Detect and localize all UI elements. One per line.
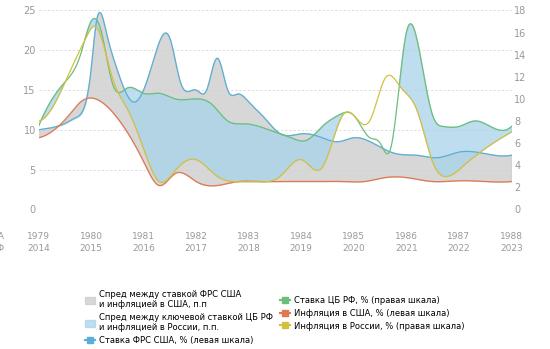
Text: 1981: 1981 (132, 232, 155, 241)
Text: 1985: 1985 (342, 232, 365, 241)
Text: 2015: 2015 (80, 244, 102, 253)
Text: РФ: РФ (0, 244, 4, 253)
Text: 1980: 1980 (80, 232, 102, 241)
Legend: Спред между ставкой ФРС США
и инфляцией в США, п.п, Спред между ключевой ставкой: Спред между ставкой ФРС США и инфляцией … (82, 287, 468, 348)
Text: 2018: 2018 (237, 244, 260, 253)
Text: 2019: 2019 (290, 244, 313, 253)
Text: 1982: 1982 (185, 232, 207, 241)
Text: США: США (0, 232, 4, 241)
Text: 1987: 1987 (448, 232, 470, 241)
Text: 2014: 2014 (27, 244, 50, 253)
Text: 2020: 2020 (343, 244, 365, 253)
Text: 1983: 1983 (237, 232, 260, 241)
Text: 1979: 1979 (27, 232, 50, 241)
Text: 2016: 2016 (132, 244, 155, 253)
Text: 2017: 2017 (185, 244, 207, 253)
Text: 2021: 2021 (395, 244, 418, 253)
Text: 1988: 1988 (500, 232, 523, 241)
Text: 1986: 1986 (395, 232, 418, 241)
Text: 1984: 1984 (290, 232, 313, 241)
Text: 2022: 2022 (448, 244, 470, 253)
Text: 2023: 2023 (500, 244, 523, 253)
